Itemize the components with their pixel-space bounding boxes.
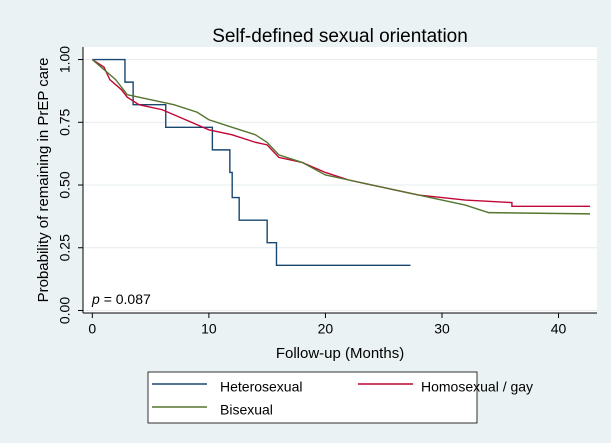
y-tick-label: 0.50 xyxy=(57,171,73,198)
line-series xyxy=(92,58,411,267)
annotation-symbol: p xyxy=(91,291,100,307)
legend-label: Homosexual / gay xyxy=(421,379,533,395)
annotation-text: = 0.087 xyxy=(104,291,151,307)
x-tick-label: 40 xyxy=(551,321,567,337)
plot-area xyxy=(83,47,597,313)
y-tick-label: 0.00 xyxy=(57,297,73,324)
legend-label: Heterosexual xyxy=(220,379,303,395)
annotation: p = 0.087 xyxy=(91,291,151,307)
x-tick-label: 10 xyxy=(201,321,217,337)
line-series xyxy=(91,58,591,208)
y-tick-label: 0.25 xyxy=(57,234,73,261)
y-tick-label: 1.00 xyxy=(57,46,73,73)
x-tick-label: 20 xyxy=(318,321,334,337)
legend xyxy=(147,371,478,424)
y-axis-label: Probability of remaining in PrEP care xyxy=(35,58,52,303)
x-tick-label: 30 xyxy=(434,321,450,337)
y-tick-label: 0.75 xyxy=(57,108,73,135)
legend-label: Bisexual xyxy=(220,402,273,418)
x-axis-label: Follow-up (Months) xyxy=(276,345,404,362)
x-tick-label: 0 xyxy=(88,321,96,337)
line-series xyxy=(91,59,591,215)
chart-title: Self-defined sexual orientation xyxy=(212,26,468,47)
